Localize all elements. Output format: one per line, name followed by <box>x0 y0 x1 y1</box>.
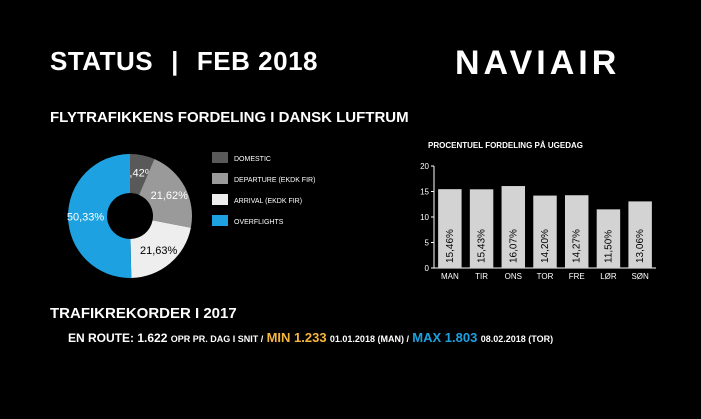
bar <box>564 195 589 268</box>
y-tick-label: 5 <box>425 239 430 248</box>
bar <box>469 189 494 268</box>
x-tick-label: MAN <box>441 272 459 281</box>
bar <box>501 186 526 268</box>
bar-data-label: 14,20% <box>540 229 551 263</box>
donut-slice-label: 50,33% <box>67 211 105 223</box>
page-title: STATUS | FEB 2018 <box>50 46 318 77</box>
naviair-logo: NAVIAIR <box>455 44 621 82</box>
x-tick-label: TIR <box>475 272 488 281</box>
max-date: 08.02.2018 (TOR) <box>480 334 554 344</box>
legend-entry: DOMESTIC <box>234 156 271 163</box>
donut-legend: DOMESTIC DEPARTURE (EKDK FIR) ARRIVAL (EKD… <box>212 152 315 226</box>
y-tick-label: 20 <box>420 162 429 171</box>
x-tick-label: FRE <box>569 272 585 281</box>
avg-unit: OPR PR. DAG I SNIT / <box>170 334 264 344</box>
y-tick-label: 10 <box>420 213 429 222</box>
bar-data-label: 13,06% <box>635 229 646 263</box>
max-label: MAX 1.803 <box>412 330 478 345</box>
legend-swatch <box>212 152 228 163</box>
bar-data-label: 15,43% <box>477 229 488 263</box>
bar-data-label: 11,50% <box>603 230 614 263</box>
bar-data-label: 15,46% <box>445 229 456 263</box>
weekday-bar-chart: PROCENTUEL FORDELING PÅ UGEDAG 0 5 10 15 20 15… <box>420 141 656 281</box>
y-tick-label: 15 <box>420 188 429 197</box>
bar <box>438 189 462 268</box>
status-label: STATUS <box>50 46 154 76</box>
records-title: TRAFIKREKORDER I 2017 <box>50 305 237 322</box>
x-tick-label: TOR <box>537 272 554 281</box>
period-label: FEB 2018 <box>196 46 318 76</box>
legend-entry: OVERFLIGHTS <box>234 219 284 226</box>
distribution-title: FLYTRAFIKKENS FORDELING I DANSK LUFTRUM <box>50 109 409 126</box>
bar-data-label: 14,27% <box>572 229 583 263</box>
legend-swatch <box>212 173 228 184</box>
donut-slice <box>67 154 132 278</box>
y-tick-label: 0 <box>425 264 430 273</box>
avg-value: 1.622 <box>137 331 168 345</box>
en-route-label: EN ROUTE: <box>68 331 134 345</box>
bar-data-label: 16,07% <box>508 229 519 263</box>
x-tick-label: ONS <box>505 272 522 281</box>
donut-slice-label: 6,42% <box>123 167 154 179</box>
bar-chart-title: PROCENTUEL FORDELING PÅ UGEDAG <box>428 141 583 150</box>
min-date: 01.01.2018 (MAN) / <box>329 334 409 344</box>
bar <box>533 195 557 268</box>
donut-chart: 6,42% 21,62% 21,63% 50,33% <box>67 154 192 278</box>
donut-slice <box>130 220 191 278</box>
legend-swatch <box>212 215 228 226</box>
bar <box>628 201 652 268</box>
donut-slice <box>130 154 155 195</box>
legend-entry: DEPARTURE (EKDK FIR) <box>234 177 315 184</box>
records-line: EN ROUTE: 1.622 OPR PR. DAG I SNIT / MIN… <box>68 330 553 345</box>
donut-slice-label: 21,62% <box>151 190 189 202</box>
donut-slice-label: 21,63% <box>140 245 178 257</box>
x-tick-label: LØR <box>600 272 617 281</box>
legend-swatch <box>212 194 228 205</box>
legend-entry: ARRIVAL (EKDK FIR) <box>234 198 302 205</box>
title-separator: | <box>171 46 179 76</box>
bar <box>596 209 621 268</box>
donut-slice <box>139 158 192 228</box>
min-label: MIN 1.233 <box>266 330 327 345</box>
x-tick-label: SØN <box>631 272 649 281</box>
